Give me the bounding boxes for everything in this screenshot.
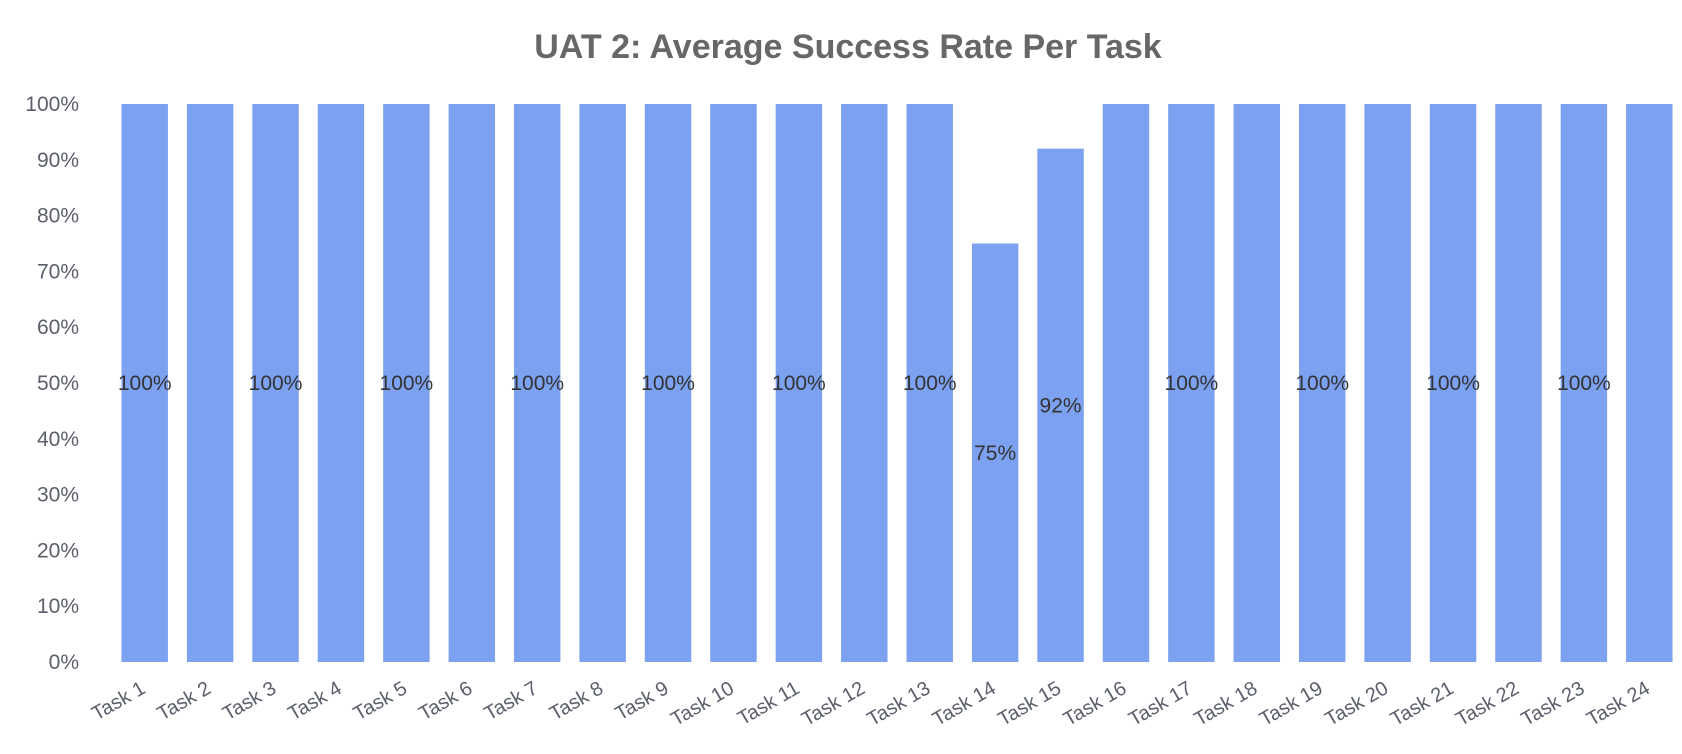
y-tick-label: 50% (37, 372, 79, 395)
data-label: 100% (1426, 372, 1480, 395)
x-tick-label: Task 7 (481, 677, 542, 725)
bar (1298, 104, 1346, 662)
bar (1364, 104, 1411, 662)
data-labels: 100% 100% 100% 100% 100% 100% 100% 75% 92% 100% 10… (118, 372, 1611, 465)
y-tick-label: 70% (37, 260, 79, 283)
data-label: 100% (772, 372, 826, 395)
bar (971, 243, 1019, 662)
bar (1102, 104, 1150, 662)
bar (1495, 104, 1542, 662)
chart-title: UAT 2: Average Success Rate Per Task (534, 28, 1161, 66)
bar (775, 104, 823, 662)
bar (448, 104, 496, 662)
bar (1233, 104, 1281, 662)
bar (1626, 104, 1673, 662)
y-axis: 0% 10% 20% 30% 40% 50% 60% 70% 80% 90% 100% (25, 93, 79, 674)
x-tick-label: Task 11 (734, 677, 803, 730)
x-tick-label: Task 14 (929, 677, 1000, 731)
bar (841, 104, 888, 662)
y-tick-label: 40% (37, 428, 79, 451)
data-label: 75% (974, 442, 1016, 465)
x-tick-label: Task 10 (667, 677, 738, 731)
bar (906, 104, 953, 662)
data-label: 100% (641, 372, 695, 395)
y-tick-label: 30% (37, 484, 79, 507)
x-tick-label: Task 19 (1256, 677, 1327, 731)
bars (121, 104, 1673, 662)
x-tick-label: Task 6 (415, 677, 476, 725)
bar (710, 104, 757, 662)
y-tick-label: 90% (37, 149, 79, 172)
data-label: 100% (118, 372, 172, 395)
x-tick-label: Task 22 (1452, 677, 1523, 731)
y-tick-label: 60% (37, 316, 79, 339)
x-tick-label: Task 1 (88, 677, 149, 725)
x-tick-label: Task 9 (611, 677, 672, 725)
bar (1037, 148, 1084, 662)
bar (1429, 104, 1477, 662)
x-tick-label: Task 5 (350, 677, 411, 725)
data-label: 100% (510, 372, 564, 395)
x-tick-label: Task 3 (219, 677, 280, 725)
data-label: 100% (903, 372, 957, 395)
data-label: 92% (1040, 394, 1082, 417)
x-tick-label: Task 12 (798, 677, 869, 731)
y-tick-label: 80% (37, 205, 79, 228)
x-tick-label: Task 4 (284, 677, 345, 725)
x-tick-label: Task 23 (1518, 677, 1589, 731)
x-tick-label: Task 16 (1060, 677, 1131, 731)
x-tick-label: Task 20 (1321, 677, 1392, 731)
bar (644, 104, 692, 662)
bar (579, 104, 626, 662)
bar (1560, 104, 1608, 662)
data-label: 100% (380, 372, 434, 395)
y-tick-label: 100% (25, 93, 79, 116)
y-tick-label: 0% (49, 651, 79, 674)
x-tick-label: Task 21 (1387, 677, 1458, 731)
y-tick-label: 10% (37, 595, 79, 618)
data-label: 100% (1165, 372, 1219, 395)
data-label: 100% (1295, 372, 1349, 395)
data-label: 100% (249, 372, 303, 395)
y-tick-label: 20% (37, 539, 79, 562)
x-tick-label: Task 17 (1125, 677, 1196, 731)
x-tick-label: Task 18 (1191, 677, 1262, 731)
bar (186, 104, 234, 662)
x-tick-label: Task 13 (864, 677, 935, 731)
x-tick-label: Task 2 (154, 677, 215, 725)
x-tick-label: Task 24 (1583, 677, 1654, 731)
bar (317, 104, 365, 662)
x-tick-label: Task 15 (994, 677, 1065, 731)
bar (121, 104, 168, 662)
bar (1168, 104, 1215, 662)
bar (383, 104, 430, 662)
x-tick-label: Task 8 (546, 677, 607, 725)
bar (513, 104, 561, 662)
x-axis: Task 1 Task 2 Task 3 Task 4 Task 5 Task 6 Task… (88, 677, 1654, 731)
bar (252, 104, 299, 662)
data-label: 100% (1557, 372, 1611, 395)
